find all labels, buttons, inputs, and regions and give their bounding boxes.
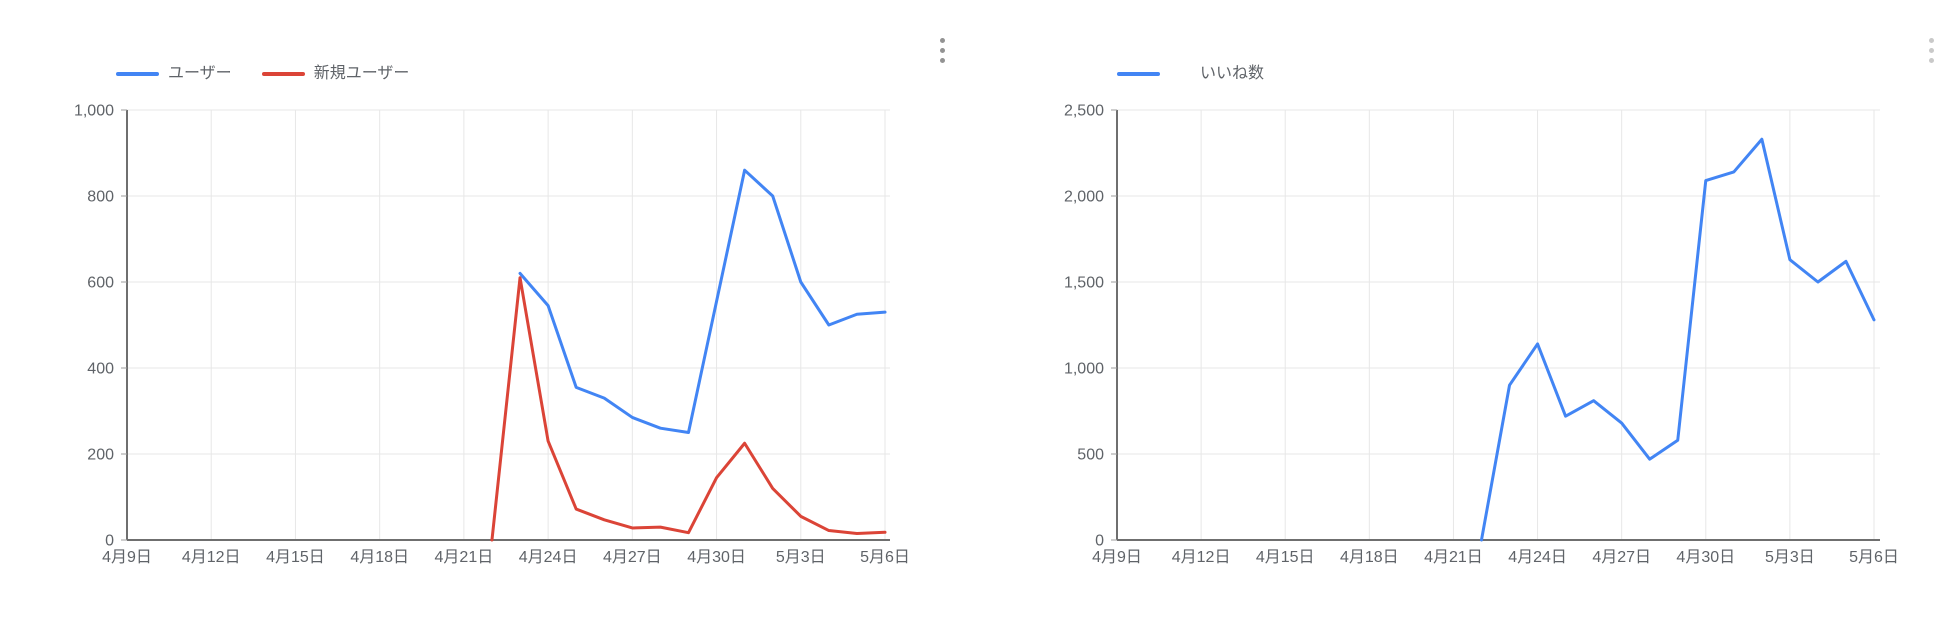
y-axis-label: 400 bbox=[87, 361, 114, 378]
y-axis-label: 0 bbox=[1095, 533, 1104, 550]
x-axis-label: 5月6日 bbox=[860, 549, 910, 566]
legend-label: いいね数 bbox=[1200, 65, 1265, 82]
legend-line-swatch bbox=[116, 72, 159, 76]
vertical-ellipsis-icon bbox=[940, 48, 945, 53]
series-line-いいね数 bbox=[1479, 137, 1876, 542]
x-axis-label: 4月21日 bbox=[1424, 549, 1483, 566]
chart-legend: ユーザー 新規ユーザー bbox=[116, 64, 409, 84]
y-axis-label: 600 bbox=[87, 275, 114, 292]
series-line-新規ユーザー bbox=[490, 276, 887, 542]
series-line-ユーザー bbox=[518, 168, 887, 434]
x-axis-label: 5月6日 bbox=[1849, 549, 1899, 566]
vertical-ellipsis-icon bbox=[1929, 58, 1934, 63]
x-axis-label: 4月9日 bbox=[1092, 549, 1142, 566]
chart-legend: いいね数 bbox=[1117, 64, 1264, 84]
vertical-ellipsis-icon bbox=[940, 58, 945, 63]
y-axis-label: 500 bbox=[1077, 447, 1104, 464]
likes-line-chart[interactable]: 0 500 1,000 1,500 2,000 2,500 4月9日 4月12日 4月15日 4月… bbox=[974, 0, 1948, 618]
x-axis-label: 4月27日 bbox=[603, 549, 662, 566]
users-chart-card[interactable]: 0 200 400 600 800 1,000 4月9日 4月12日 4月15日 4月18日 4月2… bbox=[0, 0, 974, 618]
y-axis-label: 1,500 bbox=[1064, 275, 1104, 292]
x-axis-label: 4月12日 bbox=[182, 549, 241, 566]
legend-item-likes: いいね数 bbox=[1117, 64, 1264, 84]
chart-options-menu-button[interactable] bbox=[1927, 36, 1936, 65]
x-axis-label: 4月24日 bbox=[1508, 549, 1567, 566]
x-axis-label: 4月18日 bbox=[350, 549, 409, 566]
vertical-ellipsis-icon bbox=[1929, 38, 1934, 43]
legend-label: 新規ユーザー bbox=[313, 65, 410, 82]
legend-label: ユーザー bbox=[168, 65, 232, 82]
likes-chart-card[interactable]: 0 500 1,000 1,500 2,000 2,500 4月9日 4月12日 4月15日 4月… bbox=[974, 0, 1948, 618]
chart-options-menu-button[interactable] bbox=[938, 36, 947, 65]
y-axis-label: 2,000 bbox=[1064, 189, 1104, 206]
y-axis-label: 2,500 bbox=[1064, 103, 1104, 120]
vertical-ellipsis-icon bbox=[940, 38, 945, 43]
x-axis-label: 4月12日 bbox=[1172, 549, 1231, 566]
x-axis-label: 4月27日 bbox=[1592, 549, 1651, 566]
legend-item-users: ユーザー bbox=[116, 64, 232, 84]
legend-line-swatch bbox=[261, 72, 305, 76]
x-axis-label: 4月30日 bbox=[1676, 549, 1735, 566]
x-axis-label: 4月15日 bbox=[1256, 549, 1315, 566]
y-axis-label: 1,000 bbox=[1064, 361, 1104, 378]
x-axis-label: 4月9日 bbox=[102, 549, 152, 566]
users-line-chart[interactable]: 0 200 400 600 800 1,000 4月9日 4月12日 4月15日 4月18日 4月2… bbox=[0, 0, 974, 618]
y-axis-label: 1,000 bbox=[74, 103, 114, 120]
vertical-ellipsis-icon bbox=[1929, 48, 1934, 53]
x-axis-label: 5月3日 bbox=[776, 549, 826, 566]
legend-line-swatch bbox=[1117, 72, 1160, 76]
x-axis-label: 4月24日 bbox=[519, 549, 578, 566]
y-axis-label: 200 bbox=[87, 447, 114, 464]
x-axis-label: 4月30日 bbox=[687, 549, 746, 566]
y-axis-label: 800 bbox=[87, 189, 114, 206]
x-axis-label: 5月3日 bbox=[1765, 549, 1815, 566]
y-axis-label: 0 bbox=[105, 533, 114, 550]
legend-item-new-users: 新規ユーザー bbox=[261, 64, 410, 84]
x-axis-label: 4月18日 bbox=[1340, 549, 1399, 566]
x-axis-label: 4月15日 bbox=[266, 549, 325, 566]
x-axis-label: 4月21日 bbox=[435, 549, 494, 566]
